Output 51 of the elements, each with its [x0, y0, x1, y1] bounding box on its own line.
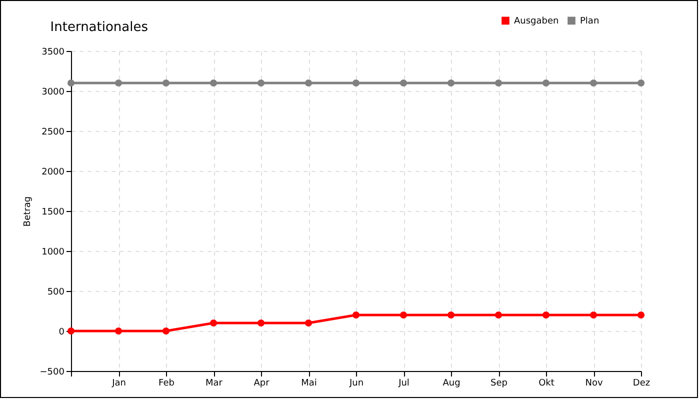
point — [257, 319, 265, 327]
y-tick-label: 1500 — [42, 208, 65, 218]
point — [447, 79, 455, 87]
point — [304, 319, 312, 327]
point — [542, 79, 550, 87]
point — [210, 319, 218, 327]
point — [257, 79, 265, 87]
y-tick-label: 0 — [58, 328, 65, 338]
point — [400, 79, 408, 87]
y-tick-label: 500 — [47, 288, 65, 298]
legend-label: Ausgaben — [514, 16, 559, 27]
x-tick-label: Jun — [348, 378, 364, 388]
point — [590, 311, 598, 319]
x-tick-label: Jul — [398, 378, 410, 388]
point — [400, 311, 408, 319]
y-tick-label: −500 — [40, 368, 65, 378]
point — [352, 79, 360, 87]
chart-title: Internationales — [50, 20, 148, 35]
x-tick-label: Mai — [301, 378, 317, 388]
x-tick-label: Apr — [254, 378, 270, 388]
point — [67, 327, 75, 335]
x-tick-label: Aug — [442, 378, 460, 388]
point — [494, 311, 502, 319]
point — [114, 79, 122, 87]
y-tick-label: 2500 — [42, 128, 65, 138]
x-tick-label: Jan — [111, 378, 126, 388]
y-tick-label: 1000 — [42, 248, 65, 258]
y-tick-label: 3000 — [42, 88, 65, 98]
point — [162, 327, 170, 335]
x-tick-label: Dez — [632, 378, 650, 388]
point — [162, 79, 170, 87]
x-tick-label: Mar — [206, 378, 223, 388]
point — [590, 79, 598, 87]
point — [304, 79, 312, 87]
x-tick-label: Okt — [538, 378, 555, 388]
point — [352, 311, 360, 319]
point — [637, 311, 645, 319]
y-axis-title: Betrag — [22, 196, 33, 227]
y-tick-label: 3500 — [42, 48, 65, 58]
point — [542, 311, 550, 319]
point — [447, 311, 455, 319]
point — [114, 327, 122, 335]
x-tick-label: Nov — [585, 378, 604, 388]
point — [637, 79, 645, 87]
x-tick-label: Feb — [158, 378, 175, 388]
legend-label: Plan — [580, 16, 600, 27]
point — [67, 79, 75, 87]
y-tick-label: 2000 — [42, 168, 65, 178]
point — [210, 79, 218, 87]
point — [494, 79, 502, 87]
x-tick-label: Sep — [490, 378, 508, 388]
